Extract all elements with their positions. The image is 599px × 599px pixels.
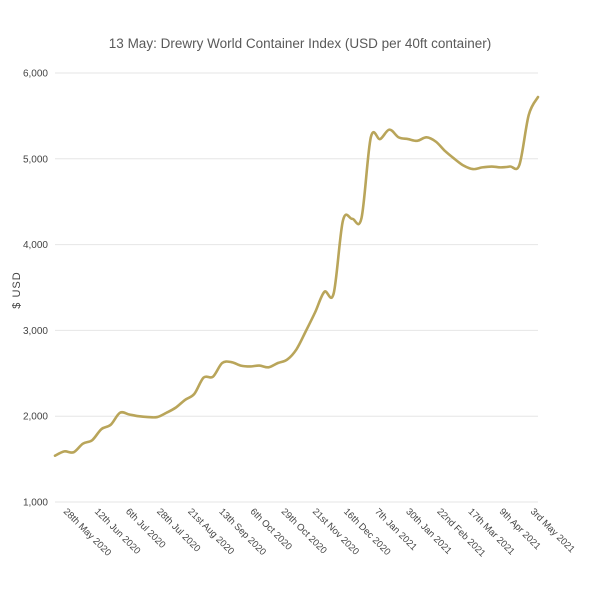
y-tick-label: 2,000 xyxy=(23,412,48,423)
y-axis-ticks: 1,000 2,000 3,000 4,000 5,000 6,000 xyxy=(23,69,48,509)
chart-title: 13 May: Drewry World Container Index (US… xyxy=(109,36,491,51)
y-tick-label: 3,000 xyxy=(23,326,48,337)
y-axis-label: $ USD xyxy=(11,271,23,308)
y-tick-label: 4,000 xyxy=(23,240,48,251)
series-line xyxy=(53,95,540,457)
y-tick-label: 1,000 xyxy=(23,498,48,509)
gridlines xyxy=(55,72,538,503)
y-tick-label: 5,000 xyxy=(23,154,48,165)
series-layer xyxy=(53,95,540,457)
y-tick-label: 6,000 xyxy=(23,69,48,80)
